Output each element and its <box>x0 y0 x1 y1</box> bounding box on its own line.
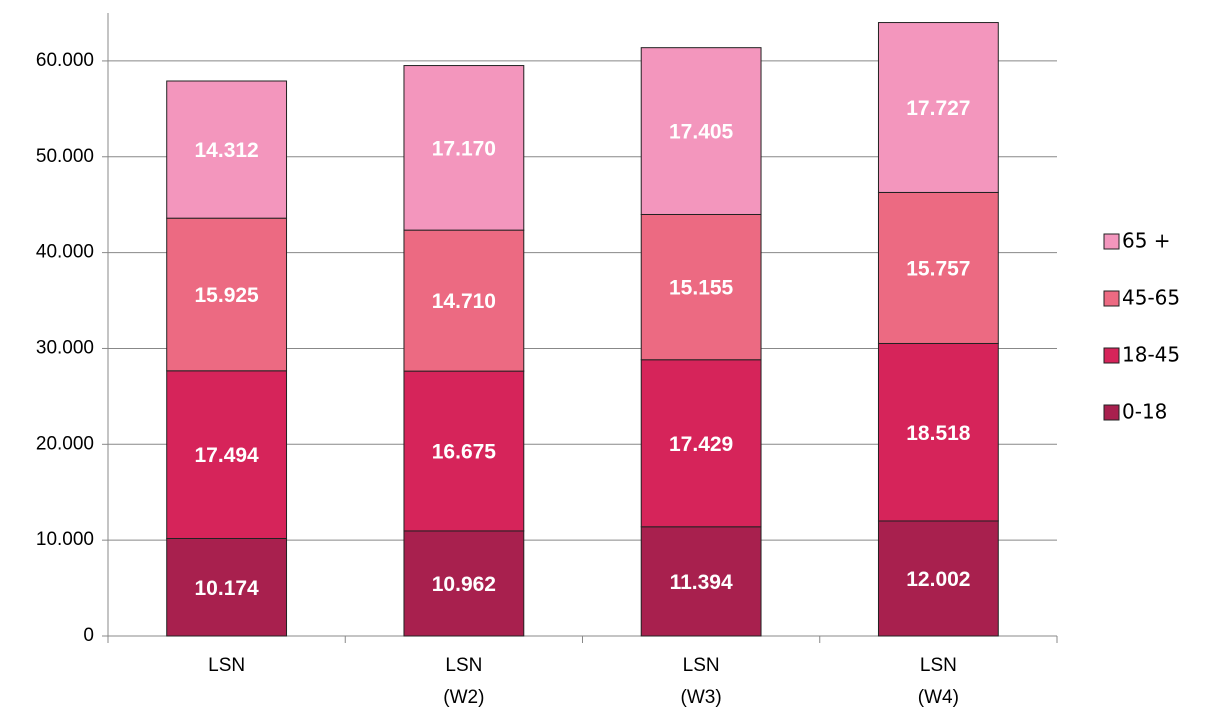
bar-segment <box>166 217 288 372</box>
bar-segment <box>640 213 762 361</box>
data-label: 17.727 <box>906 97 970 120</box>
data-label: 10.962 <box>432 573 496 596</box>
y-tick-label: 20.000 <box>36 433 94 454</box>
legend-swatch <box>1103 404 1120 421</box>
bar-segment <box>403 65 525 231</box>
legend-label: 65 + <box>1122 229 1171 253</box>
legend-label: 45-65 <box>1122 286 1180 310</box>
y-tick-label: 50.000 <box>36 146 94 167</box>
bar-segment <box>877 342 999 522</box>
data-label: 17.429 <box>669 433 733 456</box>
y-tick-label: 10.000 <box>36 529 94 550</box>
data-label: 17.494 <box>195 444 260 467</box>
y-tick-label: 60.000 <box>36 50 94 71</box>
data-label: 18.518 <box>906 422 971 445</box>
bar-segment <box>403 229 525 372</box>
y-tick-label: 30.000 <box>36 337 94 358</box>
bar-segment <box>166 537 288 637</box>
data-label: 15.757 <box>906 258 970 281</box>
bar-segment <box>166 80 288 219</box>
legend-swatch <box>1103 290 1120 307</box>
legend-swatch <box>1103 347 1120 364</box>
data-label: 10.174 <box>195 577 260 600</box>
bar-segment <box>166 370 288 539</box>
legend-label: 0-18 <box>1122 400 1167 424</box>
data-label: 17.170 <box>432 137 496 160</box>
bar-segment <box>403 530 525 637</box>
bar-segment <box>877 520 999 637</box>
data-label: 15.925 <box>195 284 260 307</box>
x-tick-label: LSN (W3) <box>681 655 722 708</box>
data-label: 11.394 <box>670 571 733 594</box>
data-label: 16.675 <box>432 441 497 464</box>
x-tick-label: LSN (W4) <box>918 655 959 708</box>
data-label: 15.155 <box>669 277 734 300</box>
bar-segment <box>877 191 999 344</box>
y-tick-label: 40.000 <box>36 242 94 263</box>
legend-label: 18-45 <box>1122 343 1180 367</box>
data-label: 14.312 <box>195 139 259 162</box>
x-tick-label: LSN <box>208 655 245 676</box>
data-label: 12.002 <box>906 568 970 591</box>
bar-segment <box>640 526 762 637</box>
data-label: 14.710 <box>432 290 496 313</box>
bar-segment <box>403 370 525 532</box>
bar-segment <box>640 47 762 215</box>
data-label: 17.405 <box>669 121 734 144</box>
x-tick-label: LSN (W2) <box>443 655 484 708</box>
bar-segment <box>640 359 762 528</box>
bar-segment <box>877 22 999 193</box>
y-tick-label: 0 <box>83 625 94 646</box>
legend-swatch <box>1103 233 1120 250</box>
